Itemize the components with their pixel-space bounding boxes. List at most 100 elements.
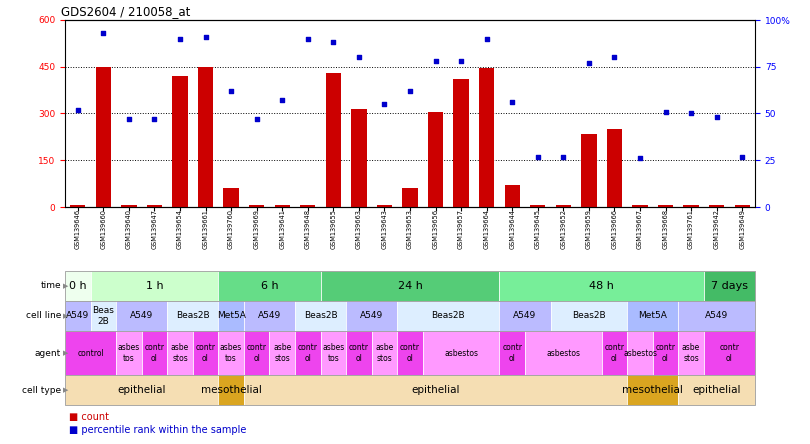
Text: contr
ol: contr ol — [604, 343, 625, 363]
Point — [429, 58, 442, 65]
Text: GSM139643: GSM139643 — [382, 209, 387, 249]
Text: asbe
stos: asbe stos — [682, 343, 700, 363]
Text: contr
ol: contr ol — [298, 343, 318, 363]
Text: asbes
tos: asbes tos — [117, 343, 140, 363]
Text: A549: A549 — [514, 312, 536, 321]
Text: GSM139649: GSM139649 — [740, 209, 745, 249]
Text: GSM139661: GSM139661 — [202, 209, 208, 249]
Bar — [505, 185, 520, 207]
Text: GSM139659: GSM139659 — [586, 209, 592, 249]
Point — [224, 87, 237, 95]
Text: epithelial: epithelial — [411, 385, 460, 395]
Text: agent: agent — [35, 349, 61, 357]
Point — [97, 30, 110, 37]
Text: Beas
2B: Beas 2B — [92, 306, 114, 326]
Text: A549: A549 — [130, 312, 153, 321]
Text: GSM139648: GSM139648 — [305, 209, 311, 249]
Text: GSM139660: GSM139660 — [100, 209, 106, 249]
Text: GSM139642: GSM139642 — [714, 209, 719, 249]
Bar — [122, 206, 137, 207]
Text: GSM139666: GSM139666 — [612, 209, 617, 249]
Point — [403, 87, 416, 95]
Text: mesothelial: mesothelial — [622, 385, 683, 395]
Text: ▶: ▶ — [63, 313, 69, 319]
Text: GSM139652: GSM139652 — [561, 209, 566, 249]
Text: contr
ol: contr ol — [247, 343, 266, 363]
Bar — [735, 206, 750, 207]
Point — [454, 58, 467, 65]
Text: GSM139640: GSM139640 — [126, 209, 132, 249]
Text: GSM139647: GSM139647 — [151, 209, 157, 249]
Point — [633, 155, 646, 162]
Point — [250, 115, 263, 123]
Point — [582, 59, 595, 67]
Bar — [709, 206, 724, 207]
Text: A549: A549 — [360, 312, 383, 321]
Text: GSM139645: GSM139645 — [535, 209, 541, 249]
Text: GSM139760: GSM139760 — [228, 209, 234, 249]
Text: asbe
stos: asbe stos — [171, 343, 189, 363]
Text: 1 h: 1 h — [146, 281, 164, 291]
Text: Beas2B: Beas2B — [432, 312, 465, 321]
Bar — [70, 205, 85, 207]
Bar — [607, 129, 622, 207]
Bar — [403, 188, 418, 207]
Point — [710, 114, 723, 121]
Bar — [198, 67, 213, 207]
Text: contr
ol: contr ol — [655, 343, 676, 363]
Point — [199, 33, 212, 40]
Text: 0 h: 0 h — [69, 281, 87, 291]
Text: contr
ol: contr ol — [144, 343, 164, 363]
Text: GSM139654: GSM139654 — [177, 209, 183, 249]
Text: asbestos: asbestos — [546, 349, 580, 357]
Point — [480, 35, 493, 42]
Text: GDS2604 / 210058_at: GDS2604 / 210058_at — [61, 5, 190, 18]
Bar — [377, 205, 392, 207]
Text: GSM139669: GSM139669 — [254, 209, 260, 249]
Text: GSM139646: GSM139646 — [75, 209, 81, 249]
Bar — [530, 206, 545, 207]
Text: GSM139641: GSM139641 — [279, 209, 285, 249]
Text: asbestos: asbestos — [444, 349, 478, 357]
Bar — [147, 205, 162, 207]
Bar — [301, 206, 315, 207]
Point — [71, 106, 84, 113]
Text: asbe
stos: asbe stos — [375, 343, 394, 363]
Text: contr
ol: contr ol — [400, 343, 420, 363]
Point — [301, 35, 314, 42]
Text: ■ percentile rank within the sample: ■ percentile rank within the sample — [69, 425, 246, 435]
Point — [659, 108, 672, 115]
Bar — [275, 206, 290, 207]
Text: 7 days: 7 days — [711, 281, 748, 291]
Bar — [249, 205, 264, 207]
Point — [173, 35, 186, 42]
Text: asbes
tos: asbes tos — [322, 343, 344, 363]
Bar — [326, 73, 341, 207]
Point — [556, 153, 569, 160]
Text: asbes
tos: asbes tos — [220, 343, 242, 363]
Bar — [96, 67, 111, 207]
Text: GSM139664: GSM139664 — [484, 209, 490, 249]
Text: epithelial: epithelial — [693, 385, 741, 395]
Text: GSM139655: GSM139655 — [330, 209, 336, 249]
Text: ▶: ▶ — [63, 350, 69, 356]
Point — [505, 99, 518, 106]
Bar — [352, 109, 367, 207]
Text: GSM139653: GSM139653 — [407, 209, 413, 249]
Bar — [658, 206, 673, 207]
Point — [327, 39, 340, 46]
Text: GSM139657: GSM139657 — [458, 209, 464, 249]
Text: GSM139667: GSM139667 — [637, 209, 643, 249]
Text: ▶: ▶ — [63, 283, 69, 289]
Point — [608, 54, 621, 61]
Point — [275, 97, 288, 104]
Text: Beas2B: Beas2B — [572, 312, 606, 321]
Text: Beas2B: Beas2B — [304, 312, 338, 321]
Text: asbestos: asbestos — [623, 349, 657, 357]
Text: mesothelial: mesothelial — [201, 385, 262, 395]
Point — [378, 101, 391, 108]
Bar — [428, 112, 443, 207]
Point — [122, 115, 135, 123]
Text: cell type: cell type — [22, 385, 61, 395]
Point — [531, 153, 544, 160]
